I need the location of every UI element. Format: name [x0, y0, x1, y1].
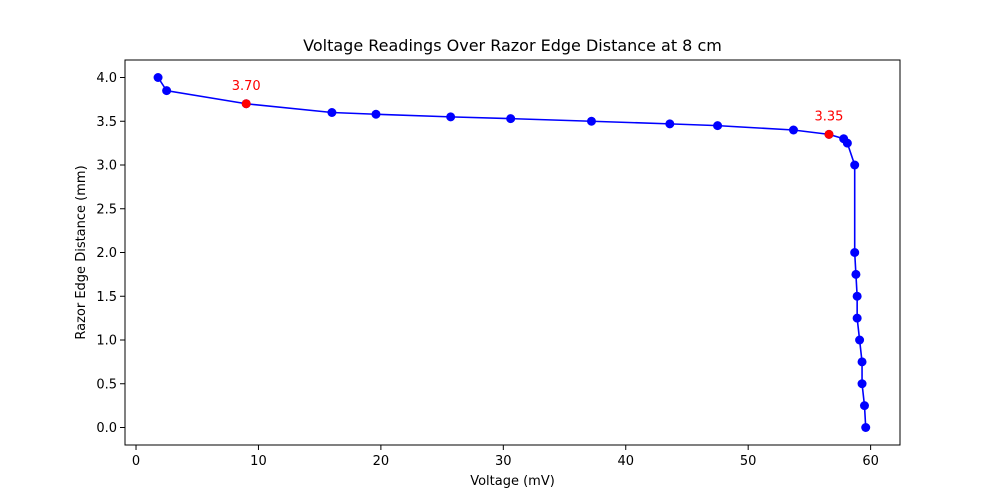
x-tick-label: 0: [132, 454, 140, 469]
y-tick-label: 1.5: [96, 290, 117, 305]
data-point: [857, 357, 867, 367]
y-tick-label: 4.0: [96, 71, 117, 86]
y-tick-label: 2.0: [96, 246, 117, 261]
data-point: [153, 73, 163, 82]
y-axis-ticks: 0.0 0.5 1.0 1.5 2.0 2.5 3.0 3.5 4.0: [96, 71, 125, 436]
x-tick-label: 10: [250, 454, 267, 469]
data-point: [852, 313, 862, 323]
y-tick-label: 1.0: [96, 334, 117, 349]
y-axis-label: Razor Edge Distance (mm): [74, 165, 89, 339]
y-tick-label: 0.0: [96, 421, 117, 436]
data-point: [665, 119, 675, 129]
y-tick-label: 3.0: [96, 159, 117, 174]
x-tick-label: 20: [373, 454, 390, 469]
x-tick-label: 40: [617, 454, 634, 469]
highlight-label: 3.70: [232, 79, 261, 94]
y-tick-label: 3.5: [96, 115, 117, 130]
y-tick-label: 0.5: [96, 377, 117, 392]
data-point: [586, 116, 596, 126]
data-point: [855, 335, 865, 345]
x-tick-label: 30: [495, 454, 512, 469]
x-tick-label: 60: [862, 454, 879, 469]
x-axis-label: Voltage (mV): [470, 474, 555, 489]
data-point: [162, 86, 172, 96]
highlight-label: 3.35: [815, 109, 844, 124]
data-point: [446, 112, 456, 122]
plot-background: [125, 60, 900, 445]
data-point: [859, 401, 869, 411]
y-tick-label: 2.5: [96, 202, 117, 217]
data-point: [327, 108, 337, 117]
highlight-layer: 3.70 3.35: [232, 79, 844, 139]
data-point: [852, 291, 862, 301]
data-point: [371, 109, 381, 119]
data-point: [506, 114, 516, 124]
chart-title: Voltage Readings Over Razor Edge Distanc…: [303, 36, 722, 55]
data-point: [857, 379, 867, 389]
data-point: [850, 160, 860, 170]
highlight-point: [824, 129, 834, 139]
data-point: [851, 269, 861, 279]
data-point: [861, 423, 871, 432]
plot-frame: [124, 59, 901, 446]
data-point: [788, 125, 798, 135]
x-tick-label: 50: [740, 454, 757, 469]
highlight-point: [241, 99, 251, 109]
data-point: [713, 121, 723, 131]
data-point: [850, 248, 860, 257]
data-point: [842, 138, 852, 148]
x-axis-ticks: 0 10 20 30 40 50 60: [132, 445, 879, 469]
